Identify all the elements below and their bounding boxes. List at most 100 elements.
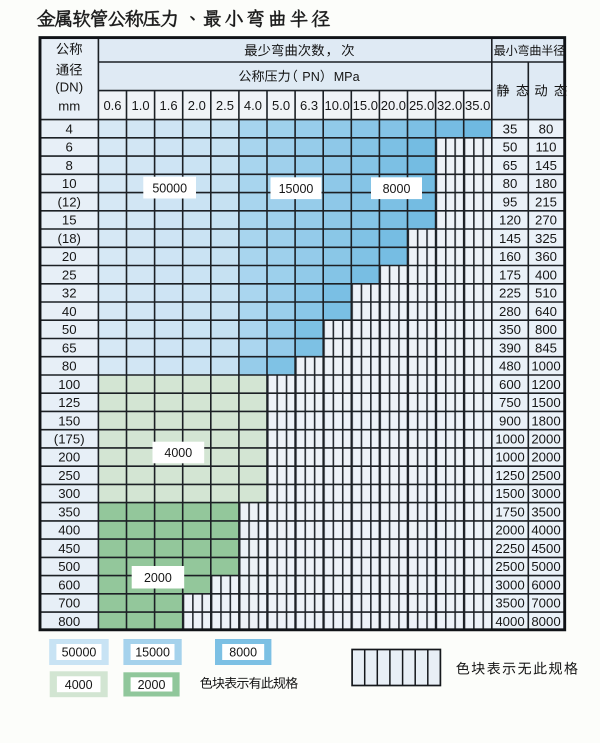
svg-text:280: 280 bbox=[499, 304, 521, 319]
svg-text:160: 160 bbox=[499, 249, 521, 264]
svg-text:500: 500 bbox=[58, 559, 80, 574]
svg-text:145: 145 bbox=[499, 231, 521, 246]
svg-text:mm: mm bbox=[58, 99, 80, 114]
svg-text:325: 325 bbox=[535, 231, 557, 246]
svg-text:600: 600 bbox=[499, 377, 521, 392]
svg-text:2000: 2000 bbox=[138, 678, 166, 692]
svg-text:8: 8 bbox=[66, 158, 73, 173]
svg-text:2.0: 2.0 bbox=[188, 98, 206, 113]
svg-text:10: 10 bbox=[62, 176, 77, 191]
svg-text:1750: 1750 bbox=[495, 505, 524, 520]
svg-text:400: 400 bbox=[58, 523, 80, 538]
svg-text:400: 400 bbox=[535, 267, 557, 282]
svg-text:250: 250 bbox=[58, 468, 80, 483]
svg-text:15: 15 bbox=[62, 213, 77, 228]
svg-text:1000: 1000 bbox=[531, 359, 560, 374]
svg-text:800: 800 bbox=[58, 614, 80, 629]
svg-text:MPa: MPa bbox=[334, 70, 360, 84]
svg-text:4000: 4000 bbox=[495, 614, 524, 629]
svg-text:50000: 50000 bbox=[62, 646, 97, 660]
svg-text:(18): (18) bbox=[57, 231, 80, 246]
svg-text:3500: 3500 bbox=[495, 596, 524, 611]
svg-text:7000: 7000 bbox=[531, 596, 560, 611]
svg-text:2500: 2500 bbox=[495, 559, 524, 574]
svg-text:480: 480 bbox=[499, 359, 521, 374]
svg-text:20.0: 20.0 bbox=[381, 98, 406, 113]
svg-text:360: 360 bbox=[535, 249, 557, 264]
svg-text:(DN): (DN) bbox=[55, 80, 83, 95]
svg-text:1250: 1250 bbox=[495, 468, 524, 483]
svg-text:350: 350 bbox=[499, 322, 521, 337]
svg-text:6: 6 bbox=[66, 140, 73, 155]
svg-text:110: 110 bbox=[535, 140, 556, 155]
svg-text:600: 600 bbox=[58, 577, 80, 592]
svg-text:2000: 2000 bbox=[531, 432, 560, 447]
svg-text:4000: 4000 bbox=[65, 678, 93, 692]
svg-text:8000: 8000 bbox=[531, 614, 560, 629]
svg-text:(175): (175) bbox=[54, 432, 85, 447]
svg-text:4000: 4000 bbox=[164, 446, 192, 460]
svg-text:25.0: 25.0 bbox=[409, 98, 434, 113]
svg-text:125: 125 bbox=[58, 395, 80, 410]
svg-text:800: 800 bbox=[535, 322, 557, 337]
svg-text:25: 25 bbox=[62, 267, 77, 282]
svg-text:PN: PN bbox=[302, 70, 320, 84]
svg-text:180: 180 bbox=[535, 176, 557, 191]
svg-text:3000: 3000 bbox=[531, 486, 560, 501]
svg-text:35.0: 35.0 bbox=[465, 98, 490, 113]
svg-text:32: 32 bbox=[62, 286, 77, 301]
svg-text:145: 145 bbox=[535, 158, 557, 173]
svg-text:2000: 2000 bbox=[531, 450, 560, 465]
svg-text:4.0: 4.0 bbox=[244, 98, 262, 113]
svg-text:390: 390 bbox=[499, 340, 521, 355]
svg-text:100: 100 bbox=[58, 377, 80, 392]
svg-text:80: 80 bbox=[539, 121, 554, 136]
svg-text:300: 300 bbox=[58, 486, 80, 501]
svg-text:8000: 8000 bbox=[383, 182, 411, 196]
svg-text:1500: 1500 bbox=[531, 395, 560, 410]
svg-text:1200: 1200 bbox=[531, 377, 560, 392]
svg-text:5000: 5000 bbox=[531, 559, 560, 574]
svg-text:845: 845 bbox=[535, 340, 557, 355]
svg-text:2000: 2000 bbox=[144, 571, 172, 585]
svg-text:6.3: 6.3 bbox=[300, 98, 318, 113]
svg-text:65: 65 bbox=[503, 158, 518, 173]
svg-text:20: 20 bbox=[62, 249, 77, 264]
svg-text:1000: 1000 bbox=[495, 450, 524, 465]
svg-text:15000: 15000 bbox=[279, 182, 314, 196]
svg-text:6000: 6000 bbox=[531, 577, 560, 592]
svg-text:0.6: 0.6 bbox=[103, 98, 121, 113]
svg-text:1.6: 1.6 bbox=[160, 98, 178, 113]
svg-text:15.0: 15.0 bbox=[353, 98, 378, 113]
svg-text:65: 65 bbox=[62, 340, 77, 355]
svg-text:95: 95 bbox=[503, 194, 518, 209]
svg-text:50000: 50000 bbox=[152, 181, 187, 195]
svg-text:150: 150 bbox=[58, 413, 80, 428]
svg-text:1800: 1800 bbox=[531, 413, 560, 428]
svg-text:450: 450 bbox=[58, 541, 80, 556]
svg-text:4500: 4500 bbox=[531, 541, 560, 556]
svg-text:80: 80 bbox=[62, 359, 77, 374]
svg-text:270: 270 bbox=[535, 213, 557, 228]
svg-text:225: 225 bbox=[499, 286, 521, 301]
svg-text:640: 640 bbox=[535, 304, 557, 319]
svg-text:175: 175 bbox=[499, 267, 521, 282]
svg-text:510: 510 bbox=[535, 286, 557, 301]
svg-text:2.5: 2.5 bbox=[216, 98, 234, 113]
svg-text:35: 35 bbox=[503, 121, 518, 136]
svg-text:15000: 15000 bbox=[135, 646, 170, 660]
svg-text:350: 350 bbox=[58, 505, 80, 520]
svg-text:3500: 3500 bbox=[531, 505, 560, 520]
svg-text:4: 4 bbox=[66, 121, 73, 136]
svg-text:200: 200 bbox=[58, 450, 80, 465]
svg-text:1000: 1000 bbox=[495, 432, 524, 447]
svg-text:5.0: 5.0 bbox=[272, 98, 290, 113]
svg-text:80: 80 bbox=[503, 176, 518, 191]
svg-text:50: 50 bbox=[503, 140, 518, 155]
svg-text:1500: 1500 bbox=[495, 486, 524, 501]
svg-text:2250: 2250 bbox=[495, 541, 524, 556]
svg-text:1.0: 1.0 bbox=[132, 98, 150, 113]
svg-text:900: 900 bbox=[499, 413, 521, 428]
svg-text:3000: 3000 bbox=[495, 577, 524, 592]
svg-text:32.0: 32.0 bbox=[437, 98, 462, 113]
